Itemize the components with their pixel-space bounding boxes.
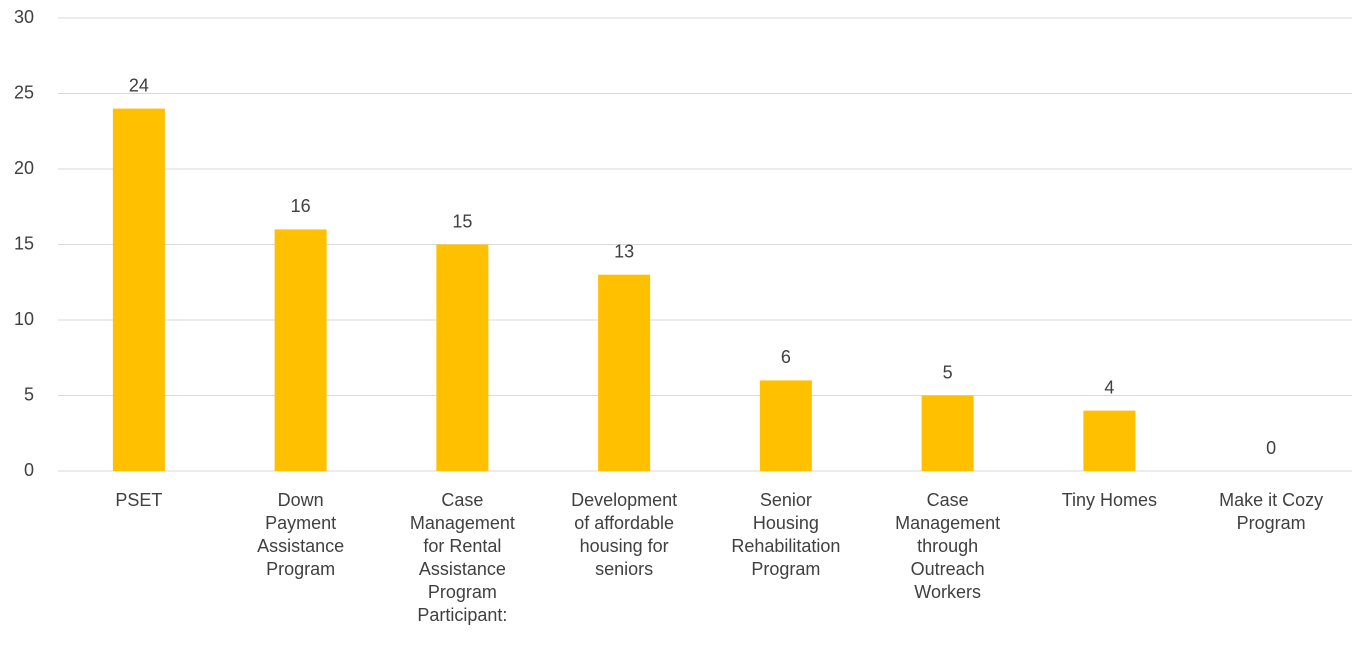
x-tick-label: Make it Cozy Program <box>1219 490 1324 533</box>
data-label: 15 <box>452 211 472 231</box>
y-tick-label: 0 <box>24 460 34 480</box>
y-tick-label: 20 <box>14 158 34 178</box>
data-label: 13 <box>614 241 634 261</box>
data-label: 5 <box>943 362 953 382</box>
y-tick-label: 25 <box>14 82 34 102</box>
data-label: 16 <box>291 196 311 216</box>
x-tick-label: Case Management for Rental Assistance Pr… <box>409 490 515 625</box>
bar <box>112 108 165 471</box>
bar <box>759 380 812 471</box>
bar <box>921 395 974 471</box>
data-label: 6 <box>781 347 791 367</box>
bar <box>598 274 651 471</box>
y-tick-label: 10 <box>14 309 34 329</box>
bar <box>1083 410 1136 471</box>
data-label: 0 <box>1266 438 1276 458</box>
y-tick-label: 15 <box>14 233 34 253</box>
x-tick-label: Down Payment Assistance Program <box>257 490 345 579</box>
data-label: 24 <box>129 75 149 95</box>
bar <box>274 229 327 471</box>
x-tick-label: Tiny Homes <box>1061 490 1158 510</box>
y-tick-label: 30 <box>14 7 34 27</box>
bar <box>436 244 489 471</box>
x-tick-label: PSET <box>115 490 163 510</box>
x-tick-label: Senior Housing Rehabilitation Program <box>731 490 841 579</box>
x-tick-label: Case Management through Outreach Workers <box>895 490 1001 602</box>
y-tick-label: 5 <box>24 384 34 404</box>
data-label: 4 <box>1104 377 1114 397</box>
x-tick-label: Development of affordable housing for se… <box>571 490 678 579</box>
